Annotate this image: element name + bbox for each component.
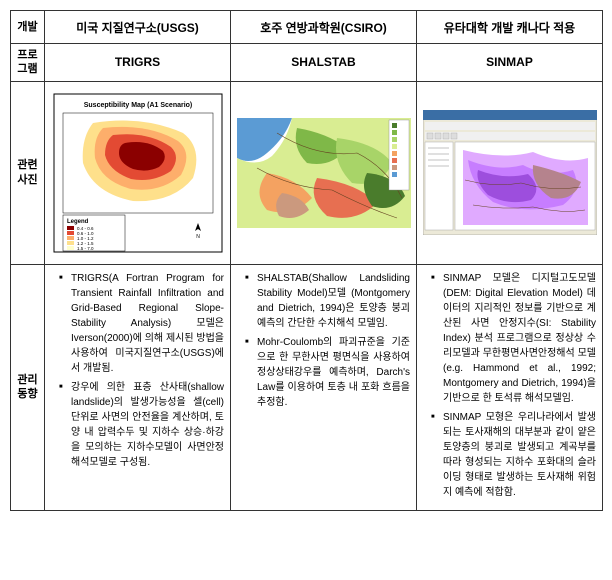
image-cell-3	[417, 81, 603, 264]
header-col2: 호주 연방과학원(CSIRO)	[231, 11, 417, 44]
desc-col3-item1: SINMAP 모형은 우리나라에서 발생되는 토사재해의 대부분과 같이 얕은 …	[435, 410, 596, 500]
comparison-table: 개발 미국 지질연구소(USGS) 호주 연방과학원(CSIRO) 유타대학 개…	[10, 10, 603, 511]
svg-text:Legend: Legend	[67, 219, 89, 225]
desc-col2-item1: Mohr-Coulomb의 파괴규준을 기준으로 한 무한사면 평면식을 사용하…	[249, 335, 410, 410]
trends-row-label: 관리동향	[11, 264, 45, 510]
desc-col1-item0: TRIGRS(A Fortran Program for Transient R…	[63, 271, 224, 376]
program-col3: SINMAP	[417, 44, 603, 82]
sinmap-window-thumb	[423, 110, 597, 235]
desc-col1-item1: 강우에 의한 표층 산사태(shallow landslide)의 발생가능성을…	[63, 380, 224, 470]
desc-col2-item0: SHALSTAB(Shallow Landsliding Stability M…	[249, 271, 410, 331]
dev-row-label: 개발	[11, 11, 45, 44]
svg-text:N: N	[196, 234, 200, 240]
desc-col3: SINMAP 모델은 디지털고도모델(DEM: Digital Elevatio…	[417, 264, 603, 510]
svg-text:1.5 - 7.0: 1.5 - 7.0	[77, 246, 94, 251]
program-col2: SHALSTAB	[231, 44, 417, 82]
desc-col2: SHALSTAB(Shallow Landsliding Stability M…	[231, 264, 417, 510]
images-row-label: 관련사진	[11, 81, 45, 264]
header-col1: 미국 지질연구소(USGS)	[45, 11, 231, 44]
svg-text:Susceptibility Map (A1 Scenari: Susceptibility Map (A1 Scenario)	[83, 102, 192, 109]
image-cell-1: Susceptibility Map (A1 Scenario) Legend …	[45, 81, 231, 264]
program-row-label: 프로그램	[11, 44, 45, 82]
shalstab-map-thumb	[237, 118, 411, 228]
susceptibility-map-thumb: Susceptibility Map (A1 Scenario) Legend …	[53, 93, 223, 253]
header-col3: 유타대학 개발 캐나다 적용	[417, 11, 603, 44]
desc-col1: TRIGRS(A Fortran Program for Transient R…	[45, 264, 231, 510]
image-cell-2	[231, 81, 417, 264]
program-col1: TRIGRS	[45, 44, 231, 82]
desc-col3-item0: SINMAP 모델은 디지털고도모델(DEM: Digital Elevatio…	[435, 271, 596, 406]
